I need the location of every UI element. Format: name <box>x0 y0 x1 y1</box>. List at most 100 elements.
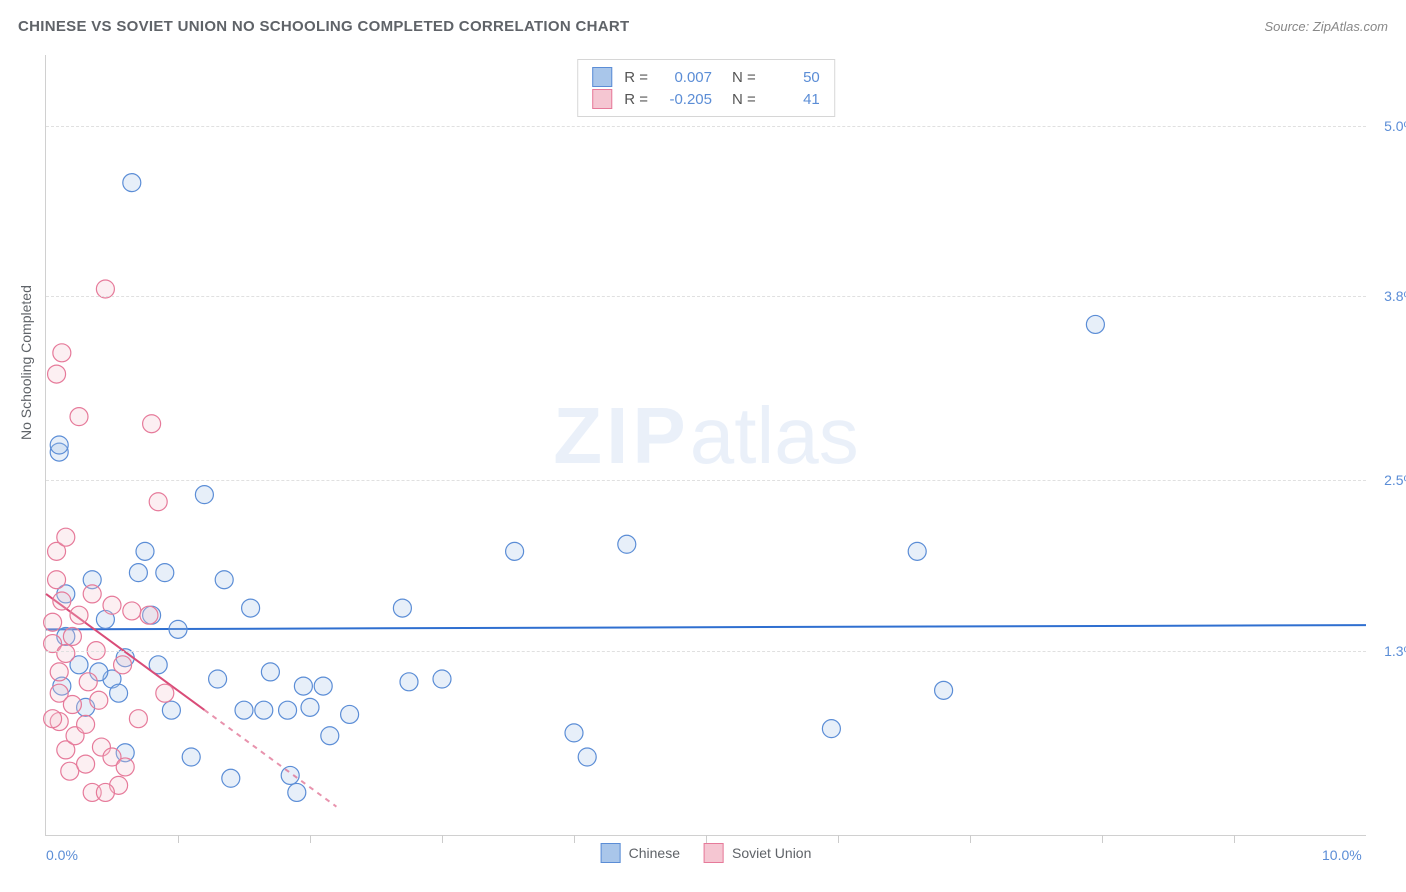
x-tick <box>706 835 707 843</box>
legend-r-label: R = <box>624 91 648 108</box>
data-point <box>255 701 273 719</box>
data-point <box>53 592 71 610</box>
data-point <box>209 670 227 688</box>
gridline <box>46 296 1366 297</box>
x-tick <box>442 835 443 843</box>
legend-n-label: N = <box>732 69 756 86</box>
data-point <box>96 783 114 801</box>
data-point <box>215 571 233 589</box>
data-point <box>288 783 306 801</box>
data-point <box>44 710 62 728</box>
trend-line-dashed <box>204 710 336 807</box>
data-point <box>235 701 253 719</box>
x-tick-label: 0.0% <box>46 847 78 863</box>
data-point <box>48 365 66 383</box>
data-point <box>565 724 583 742</box>
data-point <box>63 627 81 645</box>
data-point <box>156 564 174 582</box>
data-point <box>314 677 332 695</box>
legend-n-value: 41 <box>768 91 820 108</box>
chart-source: Source: ZipAtlas.com <box>1264 19 1388 34</box>
legend-stat-row: R = 0.007 N = 50 <box>592 66 820 88</box>
data-point <box>341 705 359 723</box>
data-point <box>90 691 108 709</box>
data-point <box>222 769 240 787</box>
data-point <box>162 701 180 719</box>
data-point <box>48 571 66 589</box>
x-tick <box>1234 835 1235 843</box>
y-axis-title: No Schooling Completed <box>18 285 34 440</box>
data-point <box>279 701 297 719</box>
plot-area: ZIPatlas R =0.007N =50R =-0.205N =41 Chi… <box>45 55 1366 836</box>
gridline <box>46 480 1366 481</box>
data-point <box>182 748 200 766</box>
legend-series-label: Soviet Union <box>732 845 811 861</box>
legend-r-value: 0.007 <box>660 69 712 86</box>
data-point <box>116 758 134 776</box>
x-tick <box>970 835 971 843</box>
data-point <box>149 493 167 511</box>
chart-title: CHINESE VS SOVIET UNION NO SCHOOLING COM… <box>18 18 629 35</box>
legend-stat-row: R = -0.205 N = 41 <box>592 88 820 110</box>
data-point <box>393 599 411 617</box>
x-tick <box>310 835 311 843</box>
data-point <box>50 436 68 454</box>
data-point <box>114 656 132 674</box>
scatter-svg <box>46 55 1366 835</box>
y-tick-label: 2.5% <box>1371 472 1406 488</box>
legend-swatch <box>601 843 621 863</box>
data-point <box>57 528 75 546</box>
data-point <box>53 344 71 362</box>
legend-r-value: -0.205 <box>660 91 712 108</box>
x-tick <box>838 835 839 843</box>
data-point <box>908 542 926 560</box>
data-point <box>70 606 88 624</box>
legend-stats: R = 0.007 N = 50 R = -0.205 N = 41 <box>577 59 835 117</box>
data-point <box>57 644 75 662</box>
data-point <box>77 715 95 733</box>
legend-series: Chinese Soviet Union <box>601 843 812 863</box>
data-point <box>103 596 121 614</box>
legend-series-item: Chinese <box>601 843 680 863</box>
legend-n-value: 50 <box>768 69 820 86</box>
chart-header: CHINESE VS SOVIET UNION NO SCHOOLING COM… <box>18 18 1388 35</box>
data-point <box>935 681 953 699</box>
data-point <box>77 755 95 773</box>
data-point <box>294 677 312 695</box>
y-tick-label: 3.8% <box>1371 288 1406 304</box>
data-point <box>433 670 451 688</box>
legend-r-label: R = <box>624 69 648 86</box>
data-point <box>1086 315 1104 333</box>
data-point <box>822 720 840 738</box>
data-point <box>578 748 596 766</box>
data-point <box>618 535 636 553</box>
data-point <box>136 542 154 560</box>
data-point <box>140 606 158 624</box>
legend-n-label: N = <box>732 91 756 108</box>
y-tick-label: 1.3% <box>1371 643 1406 659</box>
data-point <box>281 766 299 784</box>
x-tick-label: 10.0% <box>1322 847 1362 863</box>
data-point <box>242 599 260 617</box>
data-point <box>143 415 161 433</box>
data-point <box>195 486 213 504</box>
data-point <box>261 663 279 681</box>
data-point <box>44 613 62 631</box>
y-tick-label: 5.0% <box>1371 118 1406 134</box>
data-point <box>156 684 174 702</box>
data-point <box>169 620 187 638</box>
legend-swatch <box>592 67 612 87</box>
data-point <box>79 673 97 691</box>
x-tick <box>574 835 575 843</box>
legend-swatch <box>704 843 724 863</box>
data-point <box>321 727 339 745</box>
data-point <box>129 564 147 582</box>
data-point <box>400 673 418 691</box>
legend-swatch <box>592 89 612 109</box>
data-point <box>63 696 81 714</box>
trend-line <box>46 625 1366 629</box>
data-point <box>70 408 88 426</box>
data-point <box>110 684 128 702</box>
data-point <box>123 174 141 192</box>
x-tick <box>178 835 179 843</box>
